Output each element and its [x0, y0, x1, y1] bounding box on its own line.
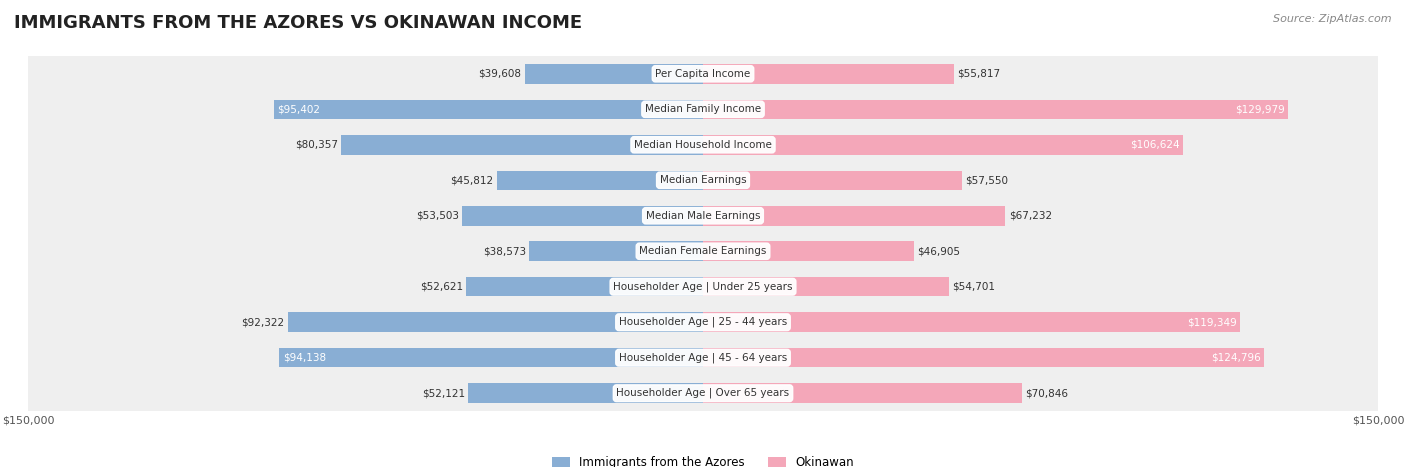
Bar [28, 269, 1378, 304]
Bar [524, 64, 703, 84]
Bar [703, 312, 1240, 332]
Text: $52,621: $52,621 [420, 282, 463, 292]
Text: Median Household Income: Median Household Income [634, 140, 772, 150]
Text: Householder Age | 25 - 44 years: Householder Age | 25 - 44 years [619, 317, 787, 327]
Bar [467, 277, 703, 297]
Bar [703, 135, 1182, 155]
Text: $67,232: $67,232 [1010, 211, 1052, 221]
Bar [463, 206, 703, 226]
Text: $70,846: $70,846 [1025, 388, 1069, 398]
Bar [342, 135, 703, 155]
Text: $39,608: $39,608 [478, 69, 522, 79]
Text: Median Male Earnings: Median Male Earnings [645, 211, 761, 221]
Text: Median Female Earnings: Median Female Earnings [640, 246, 766, 256]
Text: IMMIGRANTS FROM THE AZORES VS OKINAWAN INCOME: IMMIGRANTS FROM THE AZORES VS OKINAWAN I… [14, 14, 582, 32]
Text: $92,322: $92,322 [240, 317, 284, 327]
Bar [274, 99, 703, 119]
Text: $45,812: $45,812 [450, 175, 494, 185]
Text: Householder Age | Under 25 years: Householder Age | Under 25 years [613, 282, 793, 292]
Legend: Immigrants from the Azores, Okinawan: Immigrants from the Azores, Okinawan [553, 456, 853, 467]
Bar [28, 375, 1378, 411]
Text: $54,701: $54,701 [952, 282, 995, 292]
Bar [28, 304, 1378, 340]
Text: $52,121: $52,121 [422, 388, 465, 398]
Bar [288, 312, 703, 332]
Text: Householder Age | Over 65 years: Householder Age | Over 65 years [616, 388, 790, 398]
Text: $129,979: $129,979 [1234, 104, 1285, 114]
Bar [28, 234, 1378, 269]
Bar [28, 340, 1378, 375]
Bar [703, 99, 1288, 119]
Text: $57,550: $57,550 [966, 175, 1008, 185]
Text: $119,349: $119,349 [1187, 317, 1237, 327]
Bar [703, 383, 1022, 403]
Bar [28, 127, 1378, 163]
Text: Median Earnings: Median Earnings [659, 175, 747, 185]
Bar [703, 241, 914, 261]
Bar [703, 206, 1005, 226]
Bar [703, 64, 955, 84]
Bar [280, 348, 703, 368]
Text: $53,503: $53,503 [416, 211, 458, 221]
Text: Per Capita Income: Per Capita Income [655, 69, 751, 79]
Text: $94,138: $94,138 [283, 353, 326, 363]
Bar [28, 198, 1378, 234]
Text: $38,573: $38,573 [482, 246, 526, 256]
Bar [28, 163, 1378, 198]
Bar [530, 241, 703, 261]
Bar [496, 170, 703, 190]
Text: Source: ZipAtlas.com: Source: ZipAtlas.com [1274, 14, 1392, 24]
Text: Householder Age | 45 - 64 years: Householder Age | 45 - 64 years [619, 353, 787, 363]
Text: $124,796: $124,796 [1212, 353, 1261, 363]
Bar [28, 56, 1378, 92]
Text: $95,402: $95,402 [277, 104, 321, 114]
Bar [28, 92, 1378, 127]
Bar [703, 348, 1264, 368]
Text: $80,357: $80,357 [295, 140, 337, 150]
Bar [468, 383, 703, 403]
Bar [703, 277, 949, 297]
Bar [703, 170, 962, 190]
Text: $106,624: $106,624 [1130, 140, 1180, 150]
Text: $46,905: $46,905 [917, 246, 960, 256]
Text: Median Family Income: Median Family Income [645, 104, 761, 114]
Text: $55,817: $55,817 [957, 69, 1001, 79]
